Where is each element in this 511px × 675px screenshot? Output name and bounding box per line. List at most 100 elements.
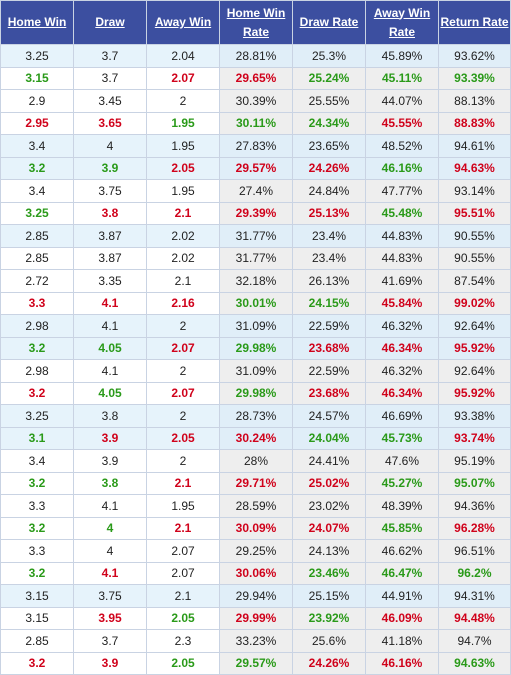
table-cell: 92.64% [438,359,511,383]
table-cell: 41.69% [365,269,439,293]
col-header-label-line2[interactable]: Rate [242,24,269,39]
table-cell: 45.73% [365,426,439,450]
table-cell: 88.83% [438,111,511,135]
table-cell: 94.36% [438,494,511,518]
col-header-label[interactable]: Home Win [7,15,67,29]
table-cell: 2 [146,359,220,383]
table-cell: 95.92% [438,381,511,405]
table-cell: 22.59% [292,359,366,383]
table-cell: 2.85 [0,246,74,270]
col-header-return-rate[interactable]: Return Rate [438,0,511,45]
table-cell: 24.15% [292,291,366,315]
table-cell: 95.92% [438,336,511,360]
table-cell: 96.28% [438,516,511,540]
table-cell: 24.13% [292,539,366,563]
table-cell: 29.25% [219,539,293,563]
table-cell: 90.55% [438,224,511,248]
table-cell: 4.05 [73,336,147,360]
table-cell: 23.4% [292,246,366,270]
col-header-away-win[interactable]: Away Win [146,0,220,45]
table-cell: 46.09% [365,606,439,630]
table-cell: 2.9 [0,89,74,113]
table-cell: 3.15 [0,606,74,630]
table-cell: 2.02 [146,246,220,270]
table-cell: 3.8 [73,471,147,495]
table-cell: 29.98% [219,381,293,405]
table-cell: 1.95 [146,179,220,203]
table-cell: 25.15% [292,584,366,608]
table-cell: 29.98% [219,336,293,360]
col-header-label[interactable]: Away Win [154,15,212,29]
table-row: 2.85 3.87 2.02 31.77% 23.4% 44.83% 90.55% [0,224,511,248]
table-cell: 93.74% [438,426,511,450]
table-cell: 94.7% [438,629,511,653]
table-cell: 2.07 [146,381,220,405]
table-cell: 2.72 [0,269,74,293]
col-header-label[interactable]: Return Rate [440,15,509,29]
table-cell: 30.09% [219,516,293,540]
table-cell: 3.2 [0,516,74,540]
table-cell: 94.31% [438,584,511,608]
table-cell: 24.84% [292,179,366,203]
table-cell: 2.04 [146,44,220,68]
table-cell: 28% [219,449,293,473]
table-cell: 44.91% [365,584,439,608]
table-row: 3.2 4.1 2.07 30.06% 23.46% 46.47% 96.2% [0,561,511,585]
table-cell: 93.38% [438,404,511,428]
table-row: 3.1 3.9 2.05 30.24% 24.04% 45.73% 93.74% [0,426,511,450]
table-row: 3.3 4.1 2.16 30.01% 24.15% 45.84% 99.02% [0,291,511,315]
table-cell: 3.3 [0,539,74,563]
col-header-label[interactable]: Away Win [373,5,431,20]
table-cell: 3.87 [73,224,147,248]
table-cell: 31.77% [219,224,293,248]
table-cell: 96.2% [438,561,511,585]
table-row: 3.2 4.05 2.07 29.98% 23.68% 46.34% 95.92% [0,336,511,360]
table-cell: 24.04% [292,426,366,450]
table-row: 3.25 3.8 2.1 29.39% 25.13% 45.48% 95.51% [0,201,511,225]
table-row: 2.72 3.35 2.1 32.18% 26.13% 41.69% 87.54% [0,269,511,293]
table-cell: 2.16 [146,291,220,315]
table-cell: 1.95 [146,134,220,158]
table-cell: 45.89% [365,44,439,68]
table-cell: 3.2 [0,471,74,495]
table-cell: 30.01% [219,291,293,315]
col-header-label[interactable]: Home Win [226,5,286,20]
table-cell: 29.39% [219,201,293,225]
table-cell: 3.7 [73,44,147,68]
col-header-label-line2[interactable]: Rate [388,24,415,39]
table-cell: 3.3 [0,291,74,315]
table-row: 3.4 3.75 1.95 27.4% 24.84% 47.77% 93.14% [0,179,511,203]
table-cell: 3.9 [73,426,147,450]
col-header-draw[interactable]: Draw [73,0,147,45]
table-row: 3.25 3.8 2 28.73% 24.57% 46.69% 93.38% [0,404,511,428]
col-header-home-win-rate[interactable]: Home Win Rate [219,0,293,45]
col-header-away-win-rate[interactable]: Away Win Rate [365,0,439,45]
table-cell: 3.75 [73,584,147,608]
table-cell: 2 [146,404,220,428]
table-row: 3.15 3.95 2.05 29.99% 23.92% 46.09% 94.48% [0,606,511,630]
col-header-label[interactable]: Draw Rate [299,15,359,29]
col-header-label[interactable]: Draw [95,15,125,29]
table-cell: 94.63% [438,156,511,180]
table-cell: 96.51% [438,539,511,563]
table-cell: 29.57% [219,156,293,180]
table-row: 3.3 4.1 1.95 28.59% 23.02% 48.39% 94.36% [0,494,511,518]
table-cell: 28.73% [219,404,293,428]
col-header-draw-rate[interactable]: Draw Rate [292,0,366,45]
table-cell: 46.69% [365,404,439,428]
table-row: 2.98 4.1 2 31.09% 22.59% 46.32% 92.64% [0,359,511,383]
table-cell: 3.9 [73,156,147,180]
table-row: 3.25 3.7 2.04 28.81% 25.3% 45.89% 93.62% [0,44,511,68]
table-cell: 46.32% [365,314,439,338]
table-cell: 2.1 [146,584,220,608]
table-row: 2.95 3.65 1.95 30.11% 24.34% 45.55% 88.83% [0,111,511,135]
table-cell: 24.07% [292,516,366,540]
table-cell: 2 [146,449,220,473]
table-cell: 24.34% [292,111,366,135]
table-cell: 95.19% [438,449,511,473]
table-cell: 4.1 [73,314,147,338]
table-cell: 25.13% [292,201,366,225]
table-cell: 4.1 [73,291,147,315]
col-header-home-win[interactable]: Home Win [0,0,74,45]
table-cell: 45.48% [365,201,439,225]
